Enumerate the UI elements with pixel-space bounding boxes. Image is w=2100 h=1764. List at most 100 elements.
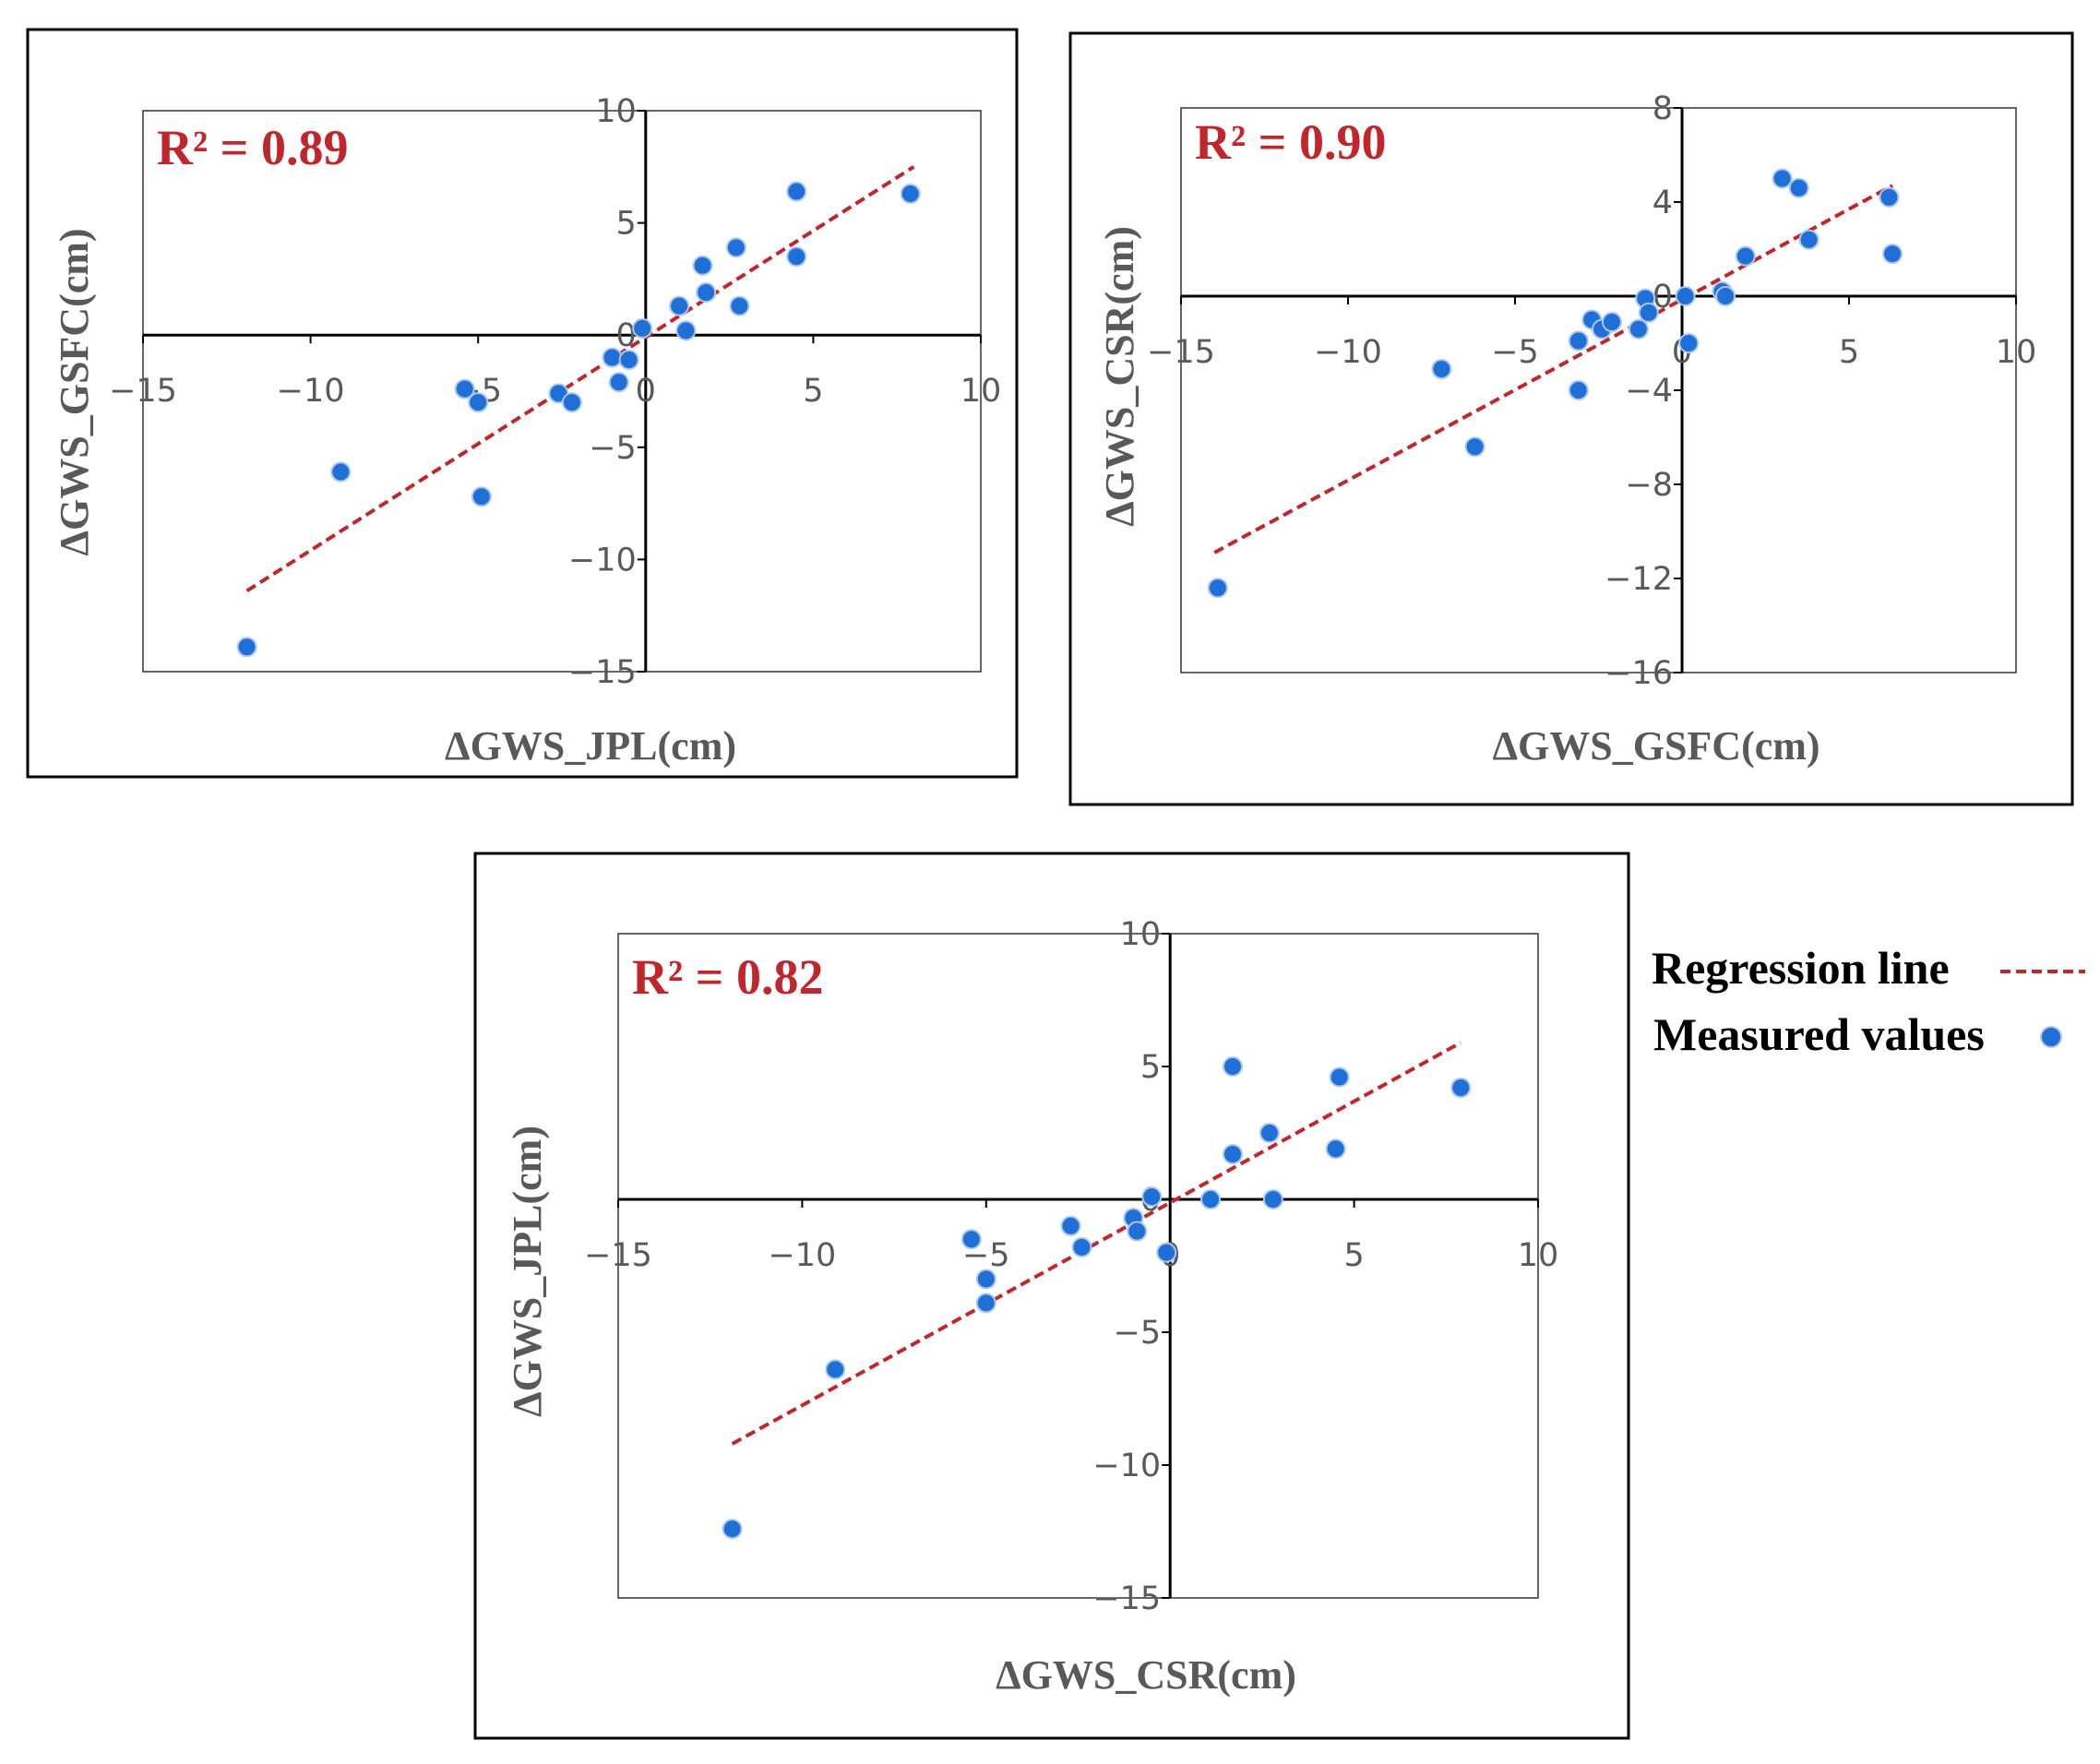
y-tick-label: 10 [1120, 916, 1162, 953]
data-point [1568, 380, 1589, 400]
r2-label: R² = 0.89 [157, 120, 348, 175]
legend-measured-label: Measured values [1653, 1008, 1985, 1060]
y-tick-label: −15 [1092, 1580, 1161, 1617]
data-point [1450, 1078, 1472, 1099]
data-point [1222, 1056, 1243, 1077]
data-point [1071, 1236, 1092, 1257]
x-tick-label: 5 [1839, 334, 1859, 371]
data-point [1259, 1123, 1280, 1143]
y-tick-label: 10 [595, 93, 637, 130]
data-point [786, 246, 807, 268]
legend-regression-label: Regression line [1652, 942, 1950, 994]
y-tick-label: −5 [589, 430, 637, 467]
chart-frame [473, 852, 1630, 1740]
y-tick-label: 4 [1653, 185, 1673, 221]
y-tick-label: −10 [568, 542, 637, 578]
plot-area [1180, 107, 2017, 673]
x-tick-label: −10 [1314, 334, 1382, 371]
r2-label: R² = 0.82 [632, 949, 823, 1005]
data-point [675, 320, 697, 341]
regression-line [731, 1041, 1462, 1446]
data-point [1628, 318, 1649, 340]
data-point [608, 372, 629, 393]
data-point [468, 392, 489, 413]
data-point [786, 181, 807, 202]
data-point [1156, 1242, 1177, 1263]
y-tick-label: −4 [1625, 373, 1673, 410]
data-point [692, 255, 713, 276]
data-point [618, 349, 639, 370]
r2-label: R² = 0.90 [1195, 114, 1386, 170]
data-point [900, 183, 921, 204]
data-point [1127, 1221, 1148, 1242]
data-point [729, 295, 750, 316]
x-tick-label: −15 [109, 373, 177, 410]
data-point [1464, 436, 1486, 458]
data-point [1200, 1189, 1222, 1210]
data-point [454, 378, 475, 399]
data-point [669, 295, 690, 316]
y-tick-label: −15 [568, 654, 637, 691]
data-point [725, 237, 746, 258]
data-point [602, 347, 623, 368]
x-tick-label: −10 [768, 1237, 836, 1274]
plot-area [142, 110, 982, 673]
data-point [1675, 286, 1696, 306]
data-point [632, 317, 653, 339]
y-tick-label: 5 [1140, 1049, 1161, 1086]
y-tick-label: −16 [1605, 655, 1673, 692]
y-tick-label: 8 [1653, 90, 1673, 127]
data-point [722, 1519, 743, 1540]
y-tick-label: −12 [1605, 561, 1673, 598]
data-point [975, 1293, 996, 1314]
data-point [1715, 286, 1736, 306]
data-point [1879, 186, 1900, 208]
data-point [825, 1359, 846, 1380]
regression-line [245, 165, 915, 593]
data-point [236, 637, 257, 658]
y-tick-label: 5 [616, 206, 637, 243]
data-point [696, 281, 717, 303]
data-point [471, 486, 492, 507]
data-point [1207, 578, 1228, 599]
data-point [1601, 312, 1622, 333]
x-axis-title: ΔGWS_GSFC(cm) [1492, 723, 1820, 769]
chart-frame [26, 28, 1019, 779]
y-axis-title: ΔGWS_CSR(cm) [1097, 226, 1142, 527]
chart-frame [1068, 31, 2074, 806]
data-point [1678, 333, 1700, 353]
x-tick-label: −15 [1147, 334, 1215, 371]
data-point [1060, 1215, 1081, 1236]
data-point [1431, 359, 1452, 380]
x-axis-title: ΔGWS_JPL(cm) [445, 723, 736, 769]
data-point [1262, 1189, 1283, 1210]
data-point [1638, 302, 1659, 323]
data-point [1798, 229, 1820, 250]
data-point [561, 392, 582, 413]
x-tick-label: −10 [277, 373, 345, 410]
x-tick-label: −15 [584, 1237, 652, 1274]
data-point [1568, 330, 1589, 352]
y-tick-label: −10 [1092, 1448, 1161, 1484]
data-point [975, 1269, 996, 1290]
x-tick-label: 10 [1518, 1237, 1559, 1274]
data-point [1735, 245, 1756, 267]
data-point [330, 461, 352, 483]
x-axis-title: ΔGWS_CSR(cm) [996, 1652, 1296, 1698]
data-point [1788, 177, 1809, 198]
data-point [1325, 1138, 1346, 1160]
x-tick-label: 0 [636, 373, 656, 410]
legend-measured-swatch [2040, 1026, 2062, 1048]
y-axis-title: ΔGWS_GSFC(cm) [52, 228, 97, 555]
legend: Regression line Measured values [1652, 942, 2085, 1060]
data-point [1329, 1067, 1350, 1088]
plot-area [617, 933, 1539, 1599]
data-point [1141, 1186, 1163, 1208]
data-point [1772, 168, 1793, 189]
y-tick-label: −5 [1114, 1315, 1162, 1352]
x-tick-label: 5 [1343, 1237, 1364, 1274]
